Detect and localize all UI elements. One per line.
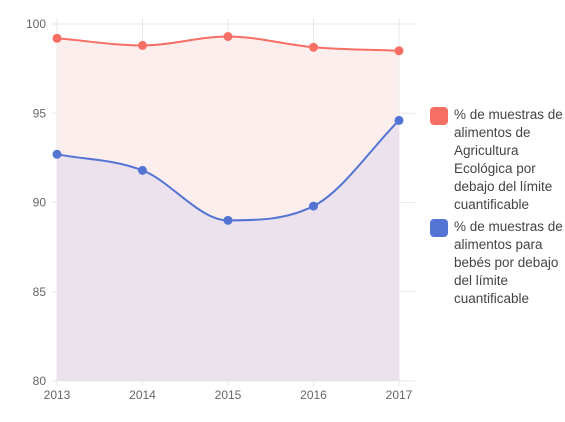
legend-label-organic: % de muestras de alimentos de Agricultur… (454, 107, 563, 212)
data-point-organic[interactable] (394, 46, 404, 56)
legend-item-baby-food[interactable]: % de muestras de alimentos para bebés po… (430, 218, 565, 308)
data-point-baby-food[interactable] (309, 201, 318, 211)
data-point-organic[interactable] (223, 31, 233, 41)
data-point-baby-food[interactable] (52, 149, 62, 159)
legend-item-organic[interactable]: % de muestras de alimentos de Agricultur… (430, 106, 565, 214)
legend: % de muestras de alimentos de Agricultur… (430, 106, 565, 312)
y-tick-label: 80 (33, 374, 47, 388)
legend-swatch-baby-food (430, 219, 448, 237)
data-point-organic[interactable] (309, 42, 318, 52)
series-areas (57, 36, 399, 382)
x-axis-ticks: 2013 2014 2015 2016 2017 (44, 388, 413, 402)
x-tick-label: 2015 (215, 388, 242, 402)
y-tick-label: 90 (33, 196, 47, 210)
legend-swatch-organic (430, 107, 448, 125)
y-tick-label: 85 (33, 285, 47, 299)
data-point-organic[interactable] (138, 40, 147, 50)
data-point-baby-food[interactable] (223, 215, 233, 225)
series-points (52, 31, 404, 225)
series-area-baby-food (57, 120, 399, 381)
x-tick-label: 2017 (386, 388, 413, 402)
y-axis-ticks: 80 85 90 95 100 (26, 17, 46, 388)
x-tick-label: 2016 (300, 388, 327, 402)
y-tick-label: 100 (26, 17, 46, 31)
data-point-baby-food[interactable] (394, 115, 404, 125)
x-tick-label: 2014 (129, 388, 156, 402)
x-tick-label: 2013 (44, 388, 71, 402)
data-point-baby-food[interactable] (138, 165, 147, 175)
data-point-organic[interactable] (52, 33, 62, 43)
legend-label-baby-food: % de muestras de alimentos para bebés po… (454, 219, 563, 306)
y-tick-label: 95 (33, 106, 47, 120)
